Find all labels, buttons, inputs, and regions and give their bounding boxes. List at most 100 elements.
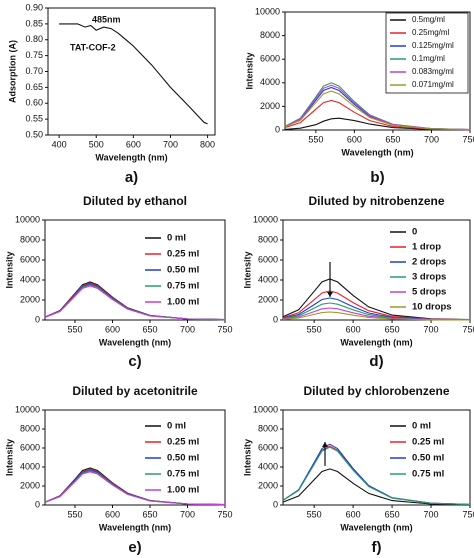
y-tick-label: 8000 [258, 423, 278, 433]
y-tick-label: 8000 [260, 30, 280, 40]
series-line [282, 311, 471, 321]
series-line [284, 99, 471, 131]
legend-label: 0.75 ml [167, 281, 199, 292]
y-axis-label: Adsorption (A) [7, 40, 17, 103]
y-tick-label: 4000 [20, 461, 40, 471]
y-tick-label: 6000 [260, 54, 280, 64]
y-tick-label: 8000 [20, 234, 40, 244]
legend-label: 0.25 ml [167, 437, 199, 448]
y-tick-label: 4000 [258, 274, 278, 284]
annotation: 485nm [92, 14, 121, 24]
legend-label: 0.50 ml [167, 453, 199, 464]
y-tick-label: 10000 [253, 214, 278, 224]
y-tick-label: 0 [275, 124, 280, 134]
x-tick-label: 750 [217, 509, 232, 519]
annotation: TAT-COF-2 [70, 42, 116, 52]
y-tick-label: 0.70 [25, 66, 43, 76]
y-tick-label: 0.75 [25, 50, 43, 60]
x-tick-label: 700 [424, 134, 439, 144]
plot-frame [44, 219, 226, 321]
panel-label: f) [372, 539, 382, 556]
legend-label: 2 drops [412, 257, 446, 268]
panel-label: e) [128, 539, 141, 556]
x-tick-label: 600 [105, 324, 120, 334]
x-axis-label: Wavelength (nm) [341, 147, 413, 157]
x-tick-label: 800 [200, 139, 215, 149]
legend-label: 5 drops [412, 287, 446, 298]
y-tick-label: 10000 [253, 404, 278, 414]
legend-label: 0.25 ml [412, 437, 444, 448]
panel-title: Diluted by ethanol [83, 194, 187, 208]
y-tick-label: 0.80 [25, 34, 43, 44]
series-line [282, 290, 471, 321]
legend-label: 3 drops [412, 272, 446, 283]
legend-label: 0.25 ml [167, 249, 199, 260]
legend-label: 0.125mg/ml [412, 41, 454, 50]
legend-label: 0 [412, 227, 417, 238]
x-tick-label: 550 [307, 324, 322, 334]
series-line [59, 23, 208, 125]
x-axis-label: Wavelength (nm) [340, 337, 412, 347]
y-tick-label: 6000 [20, 254, 40, 264]
x-tick-label: 700 [424, 324, 439, 334]
series-line [284, 90, 471, 131]
panel-label: d) [369, 353, 383, 370]
y-tick-label: 10000 [255, 6, 280, 16]
series-line [44, 471, 226, 506]
y-tick-label: 10000 [15, 404, 40, 414]
y-tick-label: 2000 [258, 480, 278, 490]
y-axis-label: Intensity [242, 251, 252, 288]
x-tick-label: 550 [67, 324, 82, 334]
y-tick-label: 0.85 [25, 18, 43, 28]
x-tick-label: 550 [308, 134, 323, 144]
x-tick-label: 650 [385, 509, 400, 519]
legend-label: 0.5mg/ml [412, 15, 445, 24]
y-tick-label: 8000 [20, 423, 40, 433]
x-tick-label: 500 [89, 139, 104, 149]
series-line [284, 117, 471, 131]
x-tick-label: 600 [347, 134, 362, 144]
x-tick-label: 750 [217, 324, 232, 334]
y-axis-label: Intensity [4, 439, 14, 476]
series-line [282, 278, 471, 321]
x-tick-label: 700 [163, 139, 178, 149]
legend-label: 0 ml [412, 421, 431, 432]
y-tick-label: 6000 [258, 254, 278, 264]
panel-title: Diluted by acetonitrile [72, 384, 198, 398]
plot-frame [282, 409, 471, 506]
x-tick-label: 550 [67, 509, 82, 519]
legend-label: 10 drops [412, 302, 452, 313]
legend-label: 1.00 ml [167, 485, 199, 496]
y-tick-label: 0 [273, 499, 278, 509]
y-tick-label: 0 [35, 499, 40, 509]
plot-frame [284, 11, 471, 131]
legend-label: 0.083mg/ml [412, 67, 454, 76]
y-tick-label: 6000 [20, 442, 40, 452]
y-tick-label: 0.65 [25, 82, 43, 92]
legend-label: 0.50 ml [167, 265, 199, 276]
legend-label: 0.25mg/ml [412, 28, 450, 37]
x-tick-label: 650 [385, 324, 400, 334]
panel-label: b) [370, 169, 384, 186]
y-tick-label: 2000 [20, 294, 40, 304]
x-tick-label: 650 [142, 509, 157, 519]
y-tick-label: 4000 [258, 461, 278, 471]
x-tick-label: 750 [462, 134, 474, 144]
x-tick-label: 650 [142, 324, 157, 334]
panel-title: Diluted by chlorobenzene [303, 384, 449, 398]
y-tick-label: 0.60 [25, 98, 43, 108]
legend-label: 1 drop [412, 242, 441, 253]
y-tick-label: 2000 [258, 294, 278, 304]
arrow-head [327, 292, 333, 297]
y-tick-label: 0.50 [25, 129, 43, 139]
y-tick-label: 0 [35, 314, 40, 324]
x-tick-label: 400 [52, 139, 67, 149]
x-tick-label: 600 [126, 139, 141, 149]
y-tick-label: 6000 [258, 442, 278, 452]
x-axis-label: Wavelength (nm) [340, 522, 412, 532]
x-tick-label: 650 [385, 134, 400, 144]
y-axis-label: Intensity [4, 251, 14, 288]
x-tick-label: 600 [346, 324, 361, 334]
y-tick-label: 4000 [260, 77, 280, 87]
